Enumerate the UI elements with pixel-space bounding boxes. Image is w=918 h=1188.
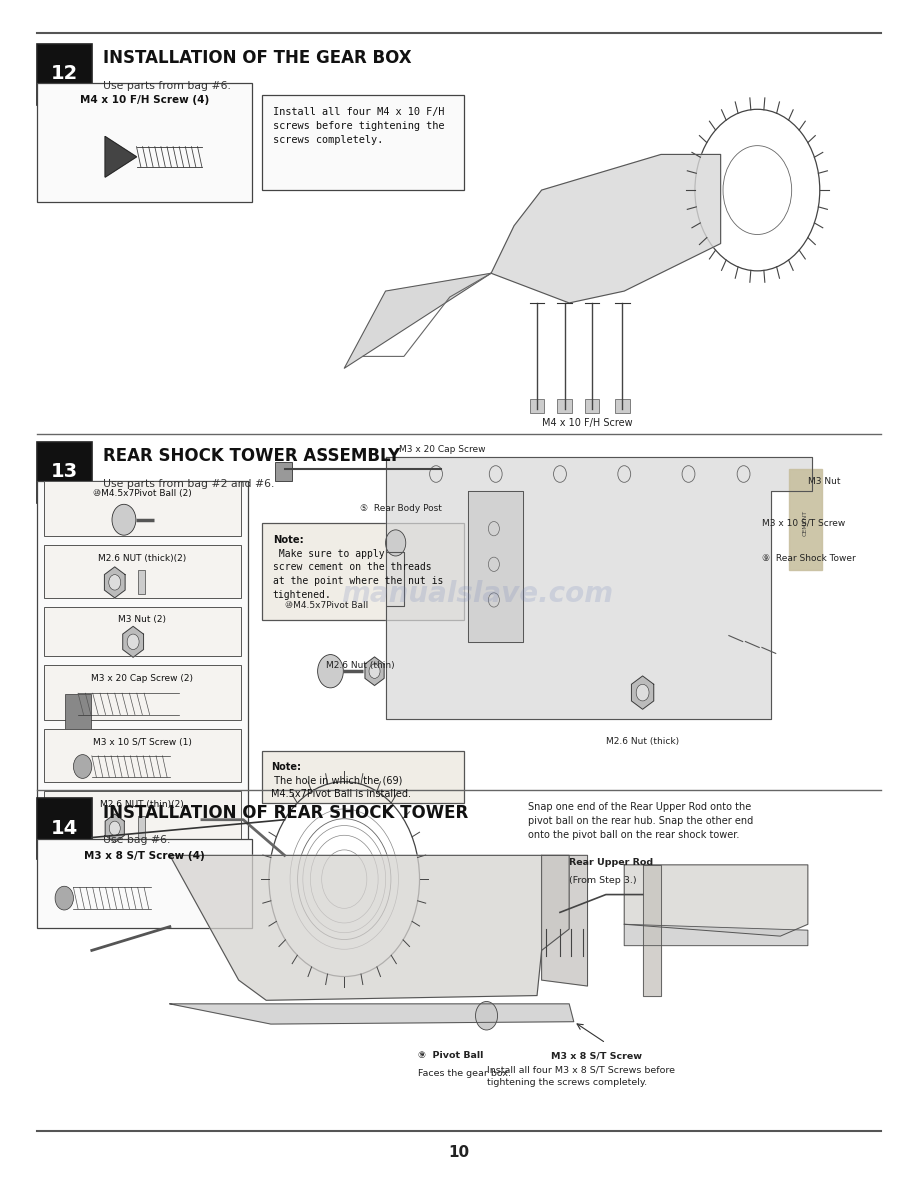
Text: Note:: Note: [271, 762, 301, 771]
Circle shape [476, 1001, 498, 1030]
Polygon shape [105, 567, 125, 598]
Text: M3 x 20 Cap Screw: M3 x 20 Cap Screw [399, 444, 486, 454]
Polygon shape [468, 491, 523, 642]
Polygon shape [106, 814, 124, 842]
FancyBboxPatch shape [262, 95, 464, 190]
Polygon shape [789, 469, 822, 570]
Text: The hole in which the (69)
M4.5x7Pivot Ball is installed.: The hole in which the (69) M4.5x7Pivot B… [271, 776, 411, 800]
Polygon shape [386, 457, 812, 719]
Text: Make sure to apply
screw cement on the threads
at the point where the nut is
tig: Make sure to apply screw cement on the t… [273, 549, 443, 600]
Polygon shape [542, 855, 588, 986]
Text: CEMENT: CEMENT [802, 510, 808, 536]
FancyBboxPatch shape [37, 839, 252, 928]
FancyBboxPatch shape [44, 607, 241, 656]
Circle shape [636, 684, 649, 701]
FancyBboxPatch shape [37, 83, 252, 202]
Polygon shape [365, 657, 384, 685]
FancyBboxPatch shape [37, 44, 92, 105]
FancyBboxPatch shape [615, 399, 630, 413]
Text: M2.6 Nut (thick): M2.6 Nut (thick) [606, 737, 679, 746]
FancyBboxPatch shape [275, 462, 292, 481]
Polygon shape [170, 855, 569, 1000]
Text: 14: 14 [50, 819, 78, 838]
Text: M3 x 10 S/T Screw (1): M3 x 10 S/T Screw (1) [93, 738, 192, 747]
Text: Use parts from bag #6.: Use parts from bag #6. [103, 81, 230, 90]
Text: Install all four M4 x 10 F/H
screws before tightening the
screws completely.: Install all four M4 x 10 F/H screws befo… [273, 107, 444, 145]
FancyBboxPatch shape [37, 481, 248, 848]
Circle shape [386, 530, 406, 556]
Text: ⑨  Rear Shock Tower: ⑨ Rear Shock Tower [762, 554, 856, 563]
Polygon shape [105, 137, 137, 177]
Text: Faces the gear box.: Faces the gear box. [418, 1069, 510, 1079]
FancyBboxPatch shape [44, 729, 241, 782]
FancyBboxPatch shape [44, 481, 241, 536]
Text: Snap one end of the Rear Upper Rod onto the
pivot ball on the rear hub. Snap the: Snap one end of the Rear Upper Rod onto … [528, 802, 753, 840]
Text: M3 x 8 S/T Screw: M3 x 8 S/T Screw [551, 1051, 642, 1061]
Text: INSTALLATION OF THE GEAR BOX: INSTALLATION OF THE GEAR BOX [103, 49, 411, 68]
Polygon shape [624, 865, 808, 936]
Polygon shape [643, 865, 661, 996]
Text: M3 x 8 S/T Screw (4): M3 x 8 S/T Screw (4) [84, 851, 205, 860]
Text: ⑩M4.5x7Pivot Ball: ⑩M4.5x7Pivot Ball [285, 601, 368, 611]
FancyBboxPatch shape [138, 570, 145, 594]
FancyBboxPatch shape [557, 399, 572, 413]
Text: Rear Upper Rod: Rear Upper Rod [569, 858, 654, 867]
Text: Use parts from bag #2 and #6.: Use parts from bag #2 and #6. [103, 479, 274, 488]
FancyBboxPatch shape [585, 399, 599, 413]
Text: 13: 13 [50, 462, 78, 481]
Text: INSTALLATION OF REAR SHOCK TOWER: INSTALLATION OF REAR SHOCK TOWER [103, 803, 468, 822]
FancyBboxPatch shape [44, 665, 241, 720]
Text: 12: 12 [50, 64, 78, 83]
Text: M4 x 10 F/H Screw (4): M4 x 10 F/H Screw (4) [80, 95, 209, 105]
Text: ⑨  Pivot Ball: ⑨ Pivot Ball [418, 1051, 483, 1061]
FancyBboxPatch shape [65, 694, 91, 732]
FancyBboxPatch shape [44, 545, 241, 598]
FancyBboxPatch shape [262, 751, 464, 803]
Text: REAR SHOCK TOWER ASSEMBLY: REAR SHOCK TOWER ASSEMBLY [103, 447, 400, 466]
Text: manualslave.com: manualslave.com [341, 580, 613, 608]
FancyBboxPatch shape [138, 816, 145, 840]
Polygon shape [123, 626, 143, 657]
Circle shape [112, 505, 136, 535]
Circle shape [73, 754, 92, 778]
Text: M2.6 NUT (thick)(2): M2.6 NUT (thick)(2) [98, 554, 186, 563]
Polygon shape [170, 1004, 574, 1024]
Circle shape [127, 634, 140, 650]
Circle shape [109, 575, 121, 590]
Text: M2.6 NUT (thin)(2): M2.6 NUT (thin)(2) [100, 800, 185, 809]
Text: Note:: Note: [273, 535, 303, 544]
FancyBboxPatch shape [44, 791, 241, 843]
Circle shape [109, 821, 120, 835]
Circle shape [55, 886, 73, 910]
FancyBboxPatch shape [37, 798, 92, 859]
Text: Install all four M3 x 8 S/T Screws before
tightening the screws completely.: Install all four M3 x 8 S/T Screws befor… [487, 1066, 675, 1087]
Text: M3 Nut: M3 Nut [808, 476, 840, 486]
Text: M2.6 Nut (thin): M2.6 Nut (thin) [326, 661, 395, 670]
Text: 10: 10 [448, 1145, 470, 1159]
Circle shape [369, 664, 380, 678]
FancyBboxPatch shape [262, 523, 464, 620]
Text: M3 x 20 Cap Screw (2): M3 x 20 Cap Screw (2) [91, 674, 194, 683]
Circle shape [318, 655, 343, 688]
Polygon shape [632, 676, 654, 709]
Polygon shape [344, 273, 491, 368]
Text: (From Step 3.): (From Step 3.) [569, 876, 637, 885]
Text: M3 x 10 S/T Screw: M3 x 10 S/T Screw [762, 518, 845, 527]
FancyBboxPatch shape [530, 399, 544, 413]
Polygon shape [624, 924, 808, 946]
FancyBboxPatch shape [37, 442, 92, 503]
Text: M4 x 10 F/H Screw: M4 x 10 F/H Screw [543, 418, 633, 428]
Text: ⑤  Rear Body Post: ⑤ Rear Body Post [360, 504, 442, 513]
Polygon shape [491, 154, 721, 303]
Text: Use bag #6.: Use bag #6. [103, 835, 170, 845]
Text: M3 Nut (2): M3 Nut (2) [118, 615, 166, 625]
Text: ⑩M4.5x7Pivot Ball (2): ⑩M4.5x7Pivot Ball (2) [93, 489, 192, 499]
